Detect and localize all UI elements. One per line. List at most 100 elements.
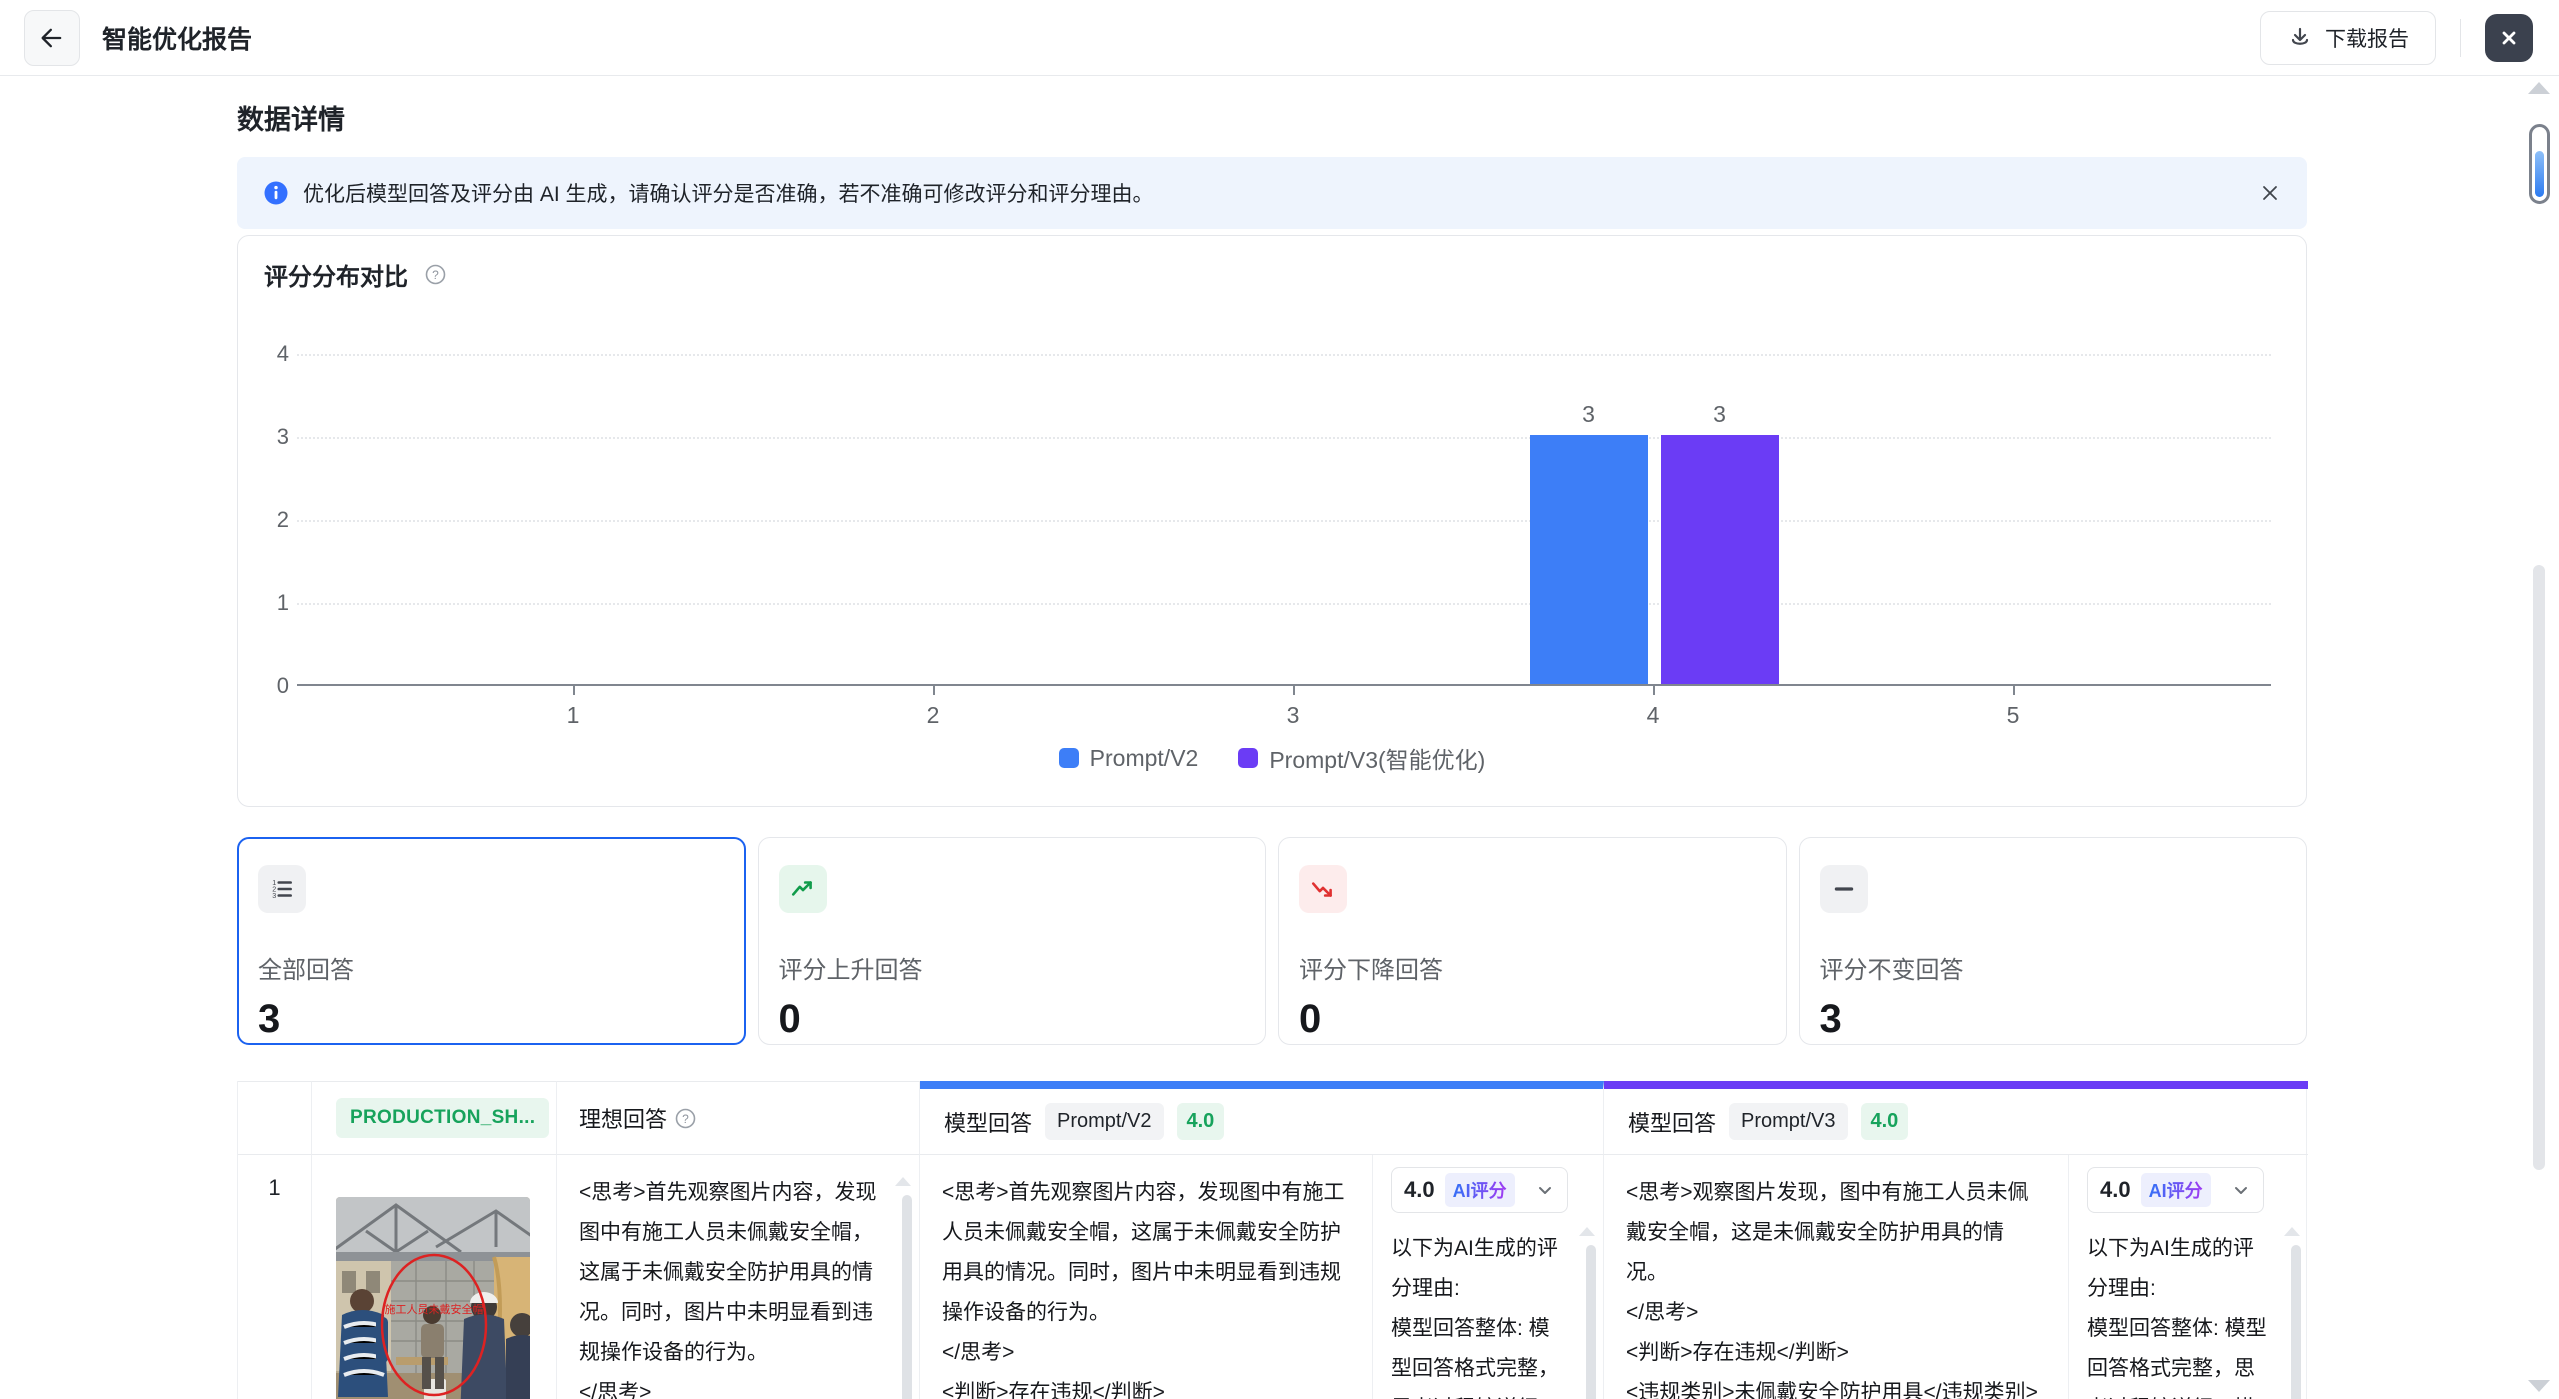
bar-value-label: 3 [1582, 401, 1595, 427]
row-image-cell: 施工人员未戴安全帽 [312, 1155, 557, 1399]
v2-score-dropdown[interactable]: 4.0 AI评分 [1391, 1167, 1568, 1213]
gridline [297, 354, 2271, 356]
cell-scroll-up-arrow[interactable] [2284, 1227, 2300, 1236]
stat-label: 评分上升回答 [778, 957, 923, 984]
report-content: 数据详情 优化后模型回答及评分由 AI 生成，请确认评分是否准确，若不准确可修改… [0, 76, 2559, 1399]
scroll-indicator-fill [2535, 151, 2544, 197]
v3-score-value: 4.0 [2100, 1177, 2131, 1202]
svg-text:?: ? [682, 1111, 689, 1125]
page-scrollbar-thumb[interactable] [2533, 565, 2545, 1170]
v2-score-reason: 以下为AI生成的评分理由: 模型回答整体: 模型回答格式完整，思考过程较详细，描… [1391, 1237, 1559, 1399]
v2-score-value: 4.0 [1404, 1177, 1435, 1202]
stat-label: 全部回答 [258, 957, 354, 984]
cell-scrollbar-thumb[interactable] [2291, 1245, 2301, 1399]
header-model-v3-group: 模型回答 Prompt/V3 4.0 [1604, 1081, 2308, 1155]
gridline [297, 603, 2271, 605]
cell-scroll-up-arrow[interactable] [895, 1177, 911, 1186]
model-v2-score-cell: 4.0 AI评分 以下为AI生成的评分理由: 模型回答整体: 模型回答格式完整，… [1373, 1155, 1604, 1399]
help-icon[interactable]: ? [425, 264, 446, 285]
gridline [297, 520, 2271, 522]
download-label: 下载报告 [2325, 27, 2409, 51]
bar-chart-plot: 0 1 2 3 4 1 2 3 4 3 3 5 [277, 341, 2271, 728]
x-axis-label: 1 [566, 702, 580, 728]
stat-value: 0 [778, 997, 801, 1041]
close-report-button[interactable] [2485, 13, 2533, 62]
legend-item[interactable]: Prompt/V2 [1058, 741, 1199, 775]
gridline [297, 437, 2271, 439]
scroll-up-arrow[interactable] [2528, 82, 2550, 94]
model-answer-label: 模型回答 [1628, 1110, 1717, 1136]
stat-label: 评分不变回答 [1819, 957, 1964, 984]
model-v2-avg-score-badge: 4.0 [1176, 1103, 1225, 1140]
y-axis-label: 4 [276, 341, 289, 366]
trend-down-icon [1299, 865, 1347, 913]
bar-value-label: 3 [1713, 401, 1726, 427]
model-v2-badge: Prompt/V2 [1045, 1103, 1164, 1140]
header-divider [2460, 18, 2461, 57]
header-model-v2-group: 模型回答 Prompt/V2 4.0 [920, 1081, 1604, 1155]
back-arrow-icon [38, 24, 66, 52]
model-v3-avg-score-badge: 4.0 [1860, 1103, 1909, 1140]
ideal-answer-label: 理想回答 [579, 1107, 668, 1132]
x-axis-label: 5 [2006, 702, 2020, 728]
v3-score-reason: 以下为AI生成的评分理由: 模型回答整体: 模型回答格式完整，思考过程较详细，描… [2087, 1237, 2267, 1399]
y-axis-label: 2 [276, 507, 289, 532]
banner-text: 优化后模型回答及评分由 AI 生成，请确认评分是否准确，若不准确可修改评分和评分… [303, 183, 1154, 206]
header-key-cell: PRODUCTION_SH... [312, 1081, 557, 1155]
back-button[interactable] [24, 9, 80, 66]
banner-close-icon[interactable] [2259, 182, 2281, 204]
x-axis-tick [1653, 686, 1655, 695]
model-v3-answer-cell[interactable]: <思考>观察图片发现，图中有施工人员未佩戴安全帽，这是未佩戴安全防护用具的情况。… [1604, 1155, 2069, 1399]
ai-info-banner: 优化后模型回答及评分由 AI 生成，请确认评分是否准确，若不准确可修改评分和评分… [237, 157, 2307, 229]
legend-swatch [1238, 748, 1259, 768]
stat-card-score-unchanged[interactable]: 评分不变回答 3 [1798, 837, 2307, 1045]
dataset-key-badge: PRODUCTION_SH... [336, 1098, 550, 1138]
stat-card-score-up[interactable]: 评分上升回答 0 [757, 837, 1266, 1045]
model-v3-score-cell: 4.0 AI评分 以下为AI生成的评分理由: 模型回答整体: 模型回答格式完整，… [2069, 1155, 2308, 1399]
legend-label: Prompt/V2 [1089, 744, 1199, 771]
x-axis-label: 3 [1286, 702, 1300, 728]
bar-Prompt/V2[interactable] [1529, 435, 1648, 684]
chevron-down-icon [2231, 1180, 2251, 1200]
x-axis-tick [1293, 686, 1295, 695]
svg-text:2: 2 [272, 886, 276, 894]
x-axis-tick [933, 686, 935, 695]
section-title: 数据详情 [237, 105, 345, 135]
cell-scrollbar-thumb[interactable] [902, 1195, 912, 1399]
y-axis-label: 0 [276, 673, 289, 698]
v3-score-dropdown[interactable]: 4.0 AI评分 [2087, 1167, 2264, 1213]
model-answer-label: 模型回答 [944, 1110, 1033, 1136]
stat-value: 3 [1819, 997, 1842, 1041]
svg-text:1: 1 [272, 879, 276, 887]
close-icon [2497, 26, 2521, 50]
stat-label: 评分下降回答 [1299, 957, 1443, 984]
row-index-cell: 1 [238, 1155, 312, 1399]
legend-item[interactable]: Prompt/V3(智能优化) [1238, 741, 1485, 775]
x-axis-tick [573, 686, 575, 695]
image-annotation-text: 施工人员未戴安全帽 [385, 1302, 484, 1316]
cell-scroll-up-arrow[interactable] [1579, 1227, 1595, 1236]
x-axis-label: 4 [1646, 702, 1660, 728]
bar-Prompt/V3(智能优化)[interactable] [1660, 435, 1779, 684]
x-axis-label: 2 [926, 702, 940, 728]
score-distribution-card: 评分分布对比 ? 0 1 2 3 4 1 2 3 4 3 3 5 Prompt/V2 Prompt/V3… [237, 235, 2307, 807]
legend-label: Prompt/V3(智能优化) [1269, 747, 1486, 773]
scroll-position-indicator[interactable] [2529, 124, 2550, 204]
legend-swatch [1058, 748, 1079, 768]
ai-score-badge: AI评分 [1444, 1173, 1515, 1207]
model-v2-answer-text: <思考>首先观察图片内容，发现图中有施工人员未佩戴安全帽，这属于未佩戴安全防护用… [942, 1181, 1345, 1399]
ideal-answer-cell[interactable]: <思考>首先观察图片内容，发现图中有施工人员未佩戴安全帽，这属于未佩戴安全防护用… [557, 1155, 920, 1399]
help-icon[interactable]: ? [675, 1108, 696, 1129]
chart-legend: Prompt/V2 Prompt/V3(智能优化) [238, 741, 2306, 775]
scroll-down-arrow[interactable] [2528, 1380, 2550, 1392]
y-axis-label: 1 [276, 590, 289, 615]
sample-image[interactable]: 施工人员未戴安全帽 [336, 1197, 530, 1399]
stat-card-score-down[interactable]: 评分下降回答 0 [1278, 837, 1787, 1045]
model-v2-answer-cell[interactable]: <思考>首先观察图片内容，发现图中有施工人员未佩戴安全帽，这属于未佩戴安全防护用… [920, 1155, 1373, 1399]
download-report-button[interactable]: 下载报告 [2260, 10, 2436, 65]
chart-title: 评分分布对比 [264, 264, 408, 291]
cell-scrollbar-thumb[interactable] [1586, 1245, 1596, 1399]
